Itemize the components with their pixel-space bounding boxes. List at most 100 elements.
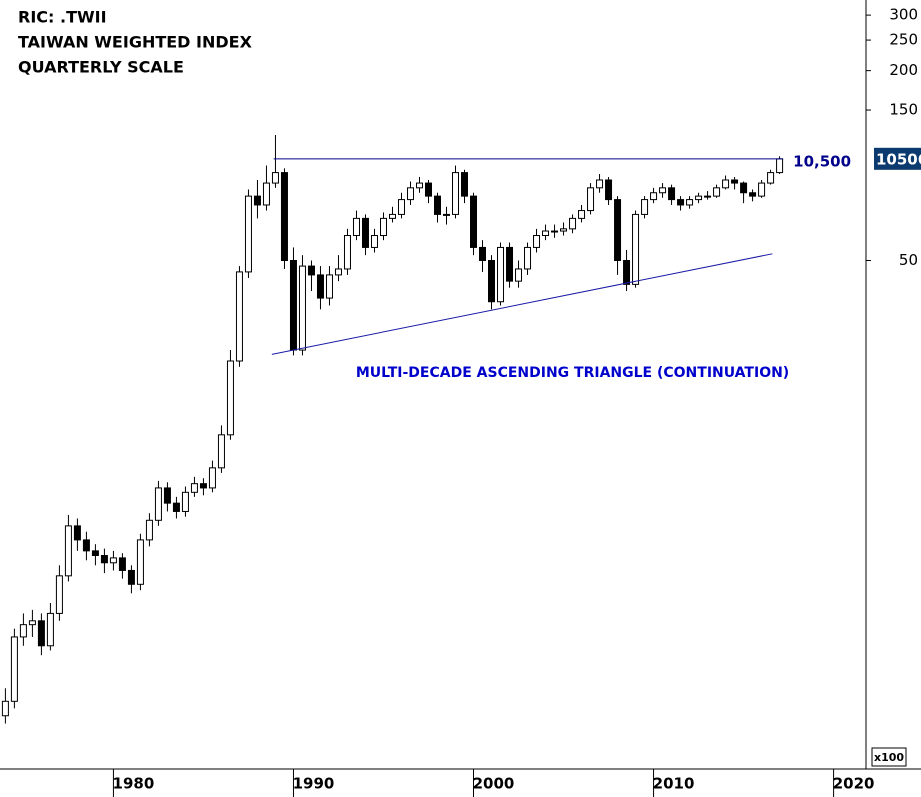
candle-body: [208, 467, 216, 489]
candle-body: [533, 235, 541, 248]
candle-body: [551, 230, 559, 233]
candle-body: [506, 246, 514, 282]
y-tick-label: 300: [889, 6, 918, 24]
candle-body: [82, 539, 90, 552]
candle-body: [55, 575, 63, 614]
candle-body: [325, 274, 333, 299]
candle-body: [316, 274, 324, 299]
candle-body: [740, 182, 748, 194]
candle-body: [154, 487, 162, 521]
title-line: RIC: .TWII: [18, 8, 107, 27]
candle-body: [73, 525, 81, 541]
candle-body: [776, 158, 784, 174]
candle-body: [659, 187, 667, 194]
candle-body: [560, 228, 568, 232]
candle-body: [488, 259, 496, 303]
candle-body: [470, 195, 478, 248]
candle-body: [569, 217, 577, 230]
candle-body: [452, 172, 460, 215]
candle-body: [443, 213, 451, 216]
candle-body: [677, 199, 685, 206]
candle-body: [46, 612, 54, 647]
candle-body: [704, 195, 712, 198]
candle-body: [406, 187, 414, 201]
candle-body: [515, 268, 523, 282]
candle-body: [542, 230, 550, 237]
candle-body: [397, 199, 405, 215]
candle-body: [641, 199, 649, 215]
x-tick-label: 2020: [833, 775, 875, 793]
candle-body: [136, 539, 144, 585]
candle-body: [64, 525, 72, 577]
candle-body: [334, 268, 342, 276]
candle-body: [524, 246, 532, 270]
candle-body: [235, 271, 243, 362]
title-line: TAIWAN WEIGHTED INDEX: [18, 33, 253, 52]
candle-body: [434, 195, 442, 215]
candle-body: [668, 187, 676, 201]
candle-body: [623, 259, 631, 285]
candle-body: [190, 483, 198, 493]
candle-body: [758, 182, 766, 197]
candle-body: [1, 700, 9, 717]
candle-body: [614, 199, 622, 261]
candle-body: [127, 569, 135, 585]
candle-body: [226, 360, 234, 436]
last-price-box: [874, 147, 921, 170]
candle-body: [596, 179, 604, 189]
candle-body: [289, 259, 297, 351]
candle-body: [100, 554, 108, 564]
candle-body: [343, 235, 351, 270]
candle-body: [497, 246, 505, 303]
annotation: MULTI-DECADE ASCENDING TRIANGLE (CONTINU…: [356, 365, 789, 381]
x-tick-label: 2000: [473, 775, 515, 793]
candle-body: [379, 217, 387, 237]
candle-body: [578, 210, 586, 219]
x-tick-label: 2010: [653, 775, 695, 793]
candle-body: [19, 624, 27, 638]
candle-body: [307, 265, 315, 276]
candle-body: [181, 491, 189, 512]
candle-body: [650, 192, 658, 201]
candle-body: [118, 557, 126, 571]
y-tick-label: 200: [889, 61, 918, 79]
candle-body: [28, 620, 36, 626]
candle-body: [686, 199, 694, 206]
candle-body: [749, 192, 757, 197]
candle-body: [370, 235, 378, 248]
candle-body: [163, 487, 171, 504]
resistance-label: 10,500: [793, 152, 851, 170]
unit-box: [871, 747, 907, 767]
candle-body: [244, 195, 252, 273]
candle-body: [605, 179, 613, 201]
y-tick-label: 50: [899, 251, 918, 269]
candle-body: [91, 550, 99, 556]
candle-body: [461, 172, 469, 197]
candle-body: [253, 195, 261, 206]
candle-body: [361, 217, 369, 248]
candle-body: [479, 246, 487, 261]
candle-body: [37, 620, 45, 647]
x-tick-label: 1990: [293, 775, 335, 793]
candle-body: [352, 217, 360, 237]
candle-body: [424, 182, 432, 197]
candle-body: [713, 187, 721, 197]
candle-body: [199, 483, 207, 489]
candle-body: [415, 182, 423, 189]
candle-body: [298, 265, 306, 351]
unit-label: x100: [874, 751, 904, 764]
candle-body: [587, 187, 595, 212]
candle-body: [695, 195, 703, 201]
candle-body: [271, 172, 279, 184]
candle-body: [10, 636, 18, 702]
support-line: [271, 253, 773, 355]
title-line: QUARTERLY SCALE: [18, 58, 184, 77]
candle-body: [172, 502, 180, 512]
y-tick-label: 250: [889, 31, 918, 49]
candle-body: [262, 182, 270, 206]
candle-body: [280, 172, 288, 261]
candle-body: [632, 213, 640, 285]
candle-body: [731, 179, 739, 184]
